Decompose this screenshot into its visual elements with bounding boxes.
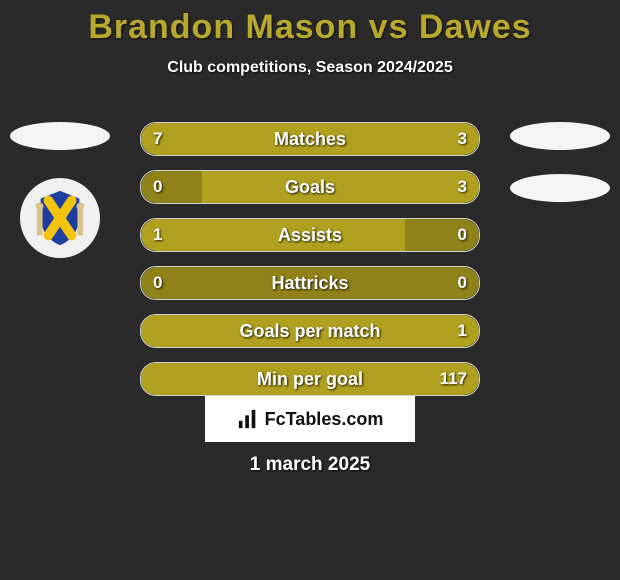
stat-row: 117Min per goal <box>140 362 480 396</box>
comparison-chart: 73Matches 03Goals 10Assists 00Hattricks 1Goa… <box>140 122 480 410</box>
bar-chart-icon <box>237 408 259 430</box>
stat-row: 03Goals <box>140 170 480 204</box>
stat-label: Assists <box>141 219 479 251</box>
date-text: 1 march 2025 <box>0 454 620 476</box>
club-right-placeholder <box>510 174 610 202</box>
stat-label: Matches <box>141 123 479 155</box>
stat-label: Goals <box>141 171 479 203</box>
footer-brand-box: FcTables.com <box>205 396 415 442</box>
page-title: Brandon Mason vs Dawes <box>0 0 620 47</box>
stat-row: 10Assists <box>140 218 480 252</box>
stat-row: 1Goals per match <box>140 314 480 348</box>
stat-label: Min per goal <box>141 363 479 395</box>
stat-row: 73Matches <box>140 122 480 156</box>
stat-label: Hattricks <box>141 267 479 299</box>
club-left-crest <box>20 178 100 258</box>
player-left-placeholder <box>10 122 110 150</box>
footer-brand-text: FcTables.com <box>265 409 384 430</box>
stat-label: Goals per match <box>141 315 479 347</box>
player-right-placeholder <box>510 122 610 150</box>
page-subtitle: Club competitions, Season 2024/2025 <box>0 59 620 77</box>
stat-row: 00Hattricks <box>140 266 480 300</box>
crest-icon <box>29 187 91 249</box>
comparison-infographic: Brandon Mason vs Dawes Club competitions… <box>0 0 620 580</box>
